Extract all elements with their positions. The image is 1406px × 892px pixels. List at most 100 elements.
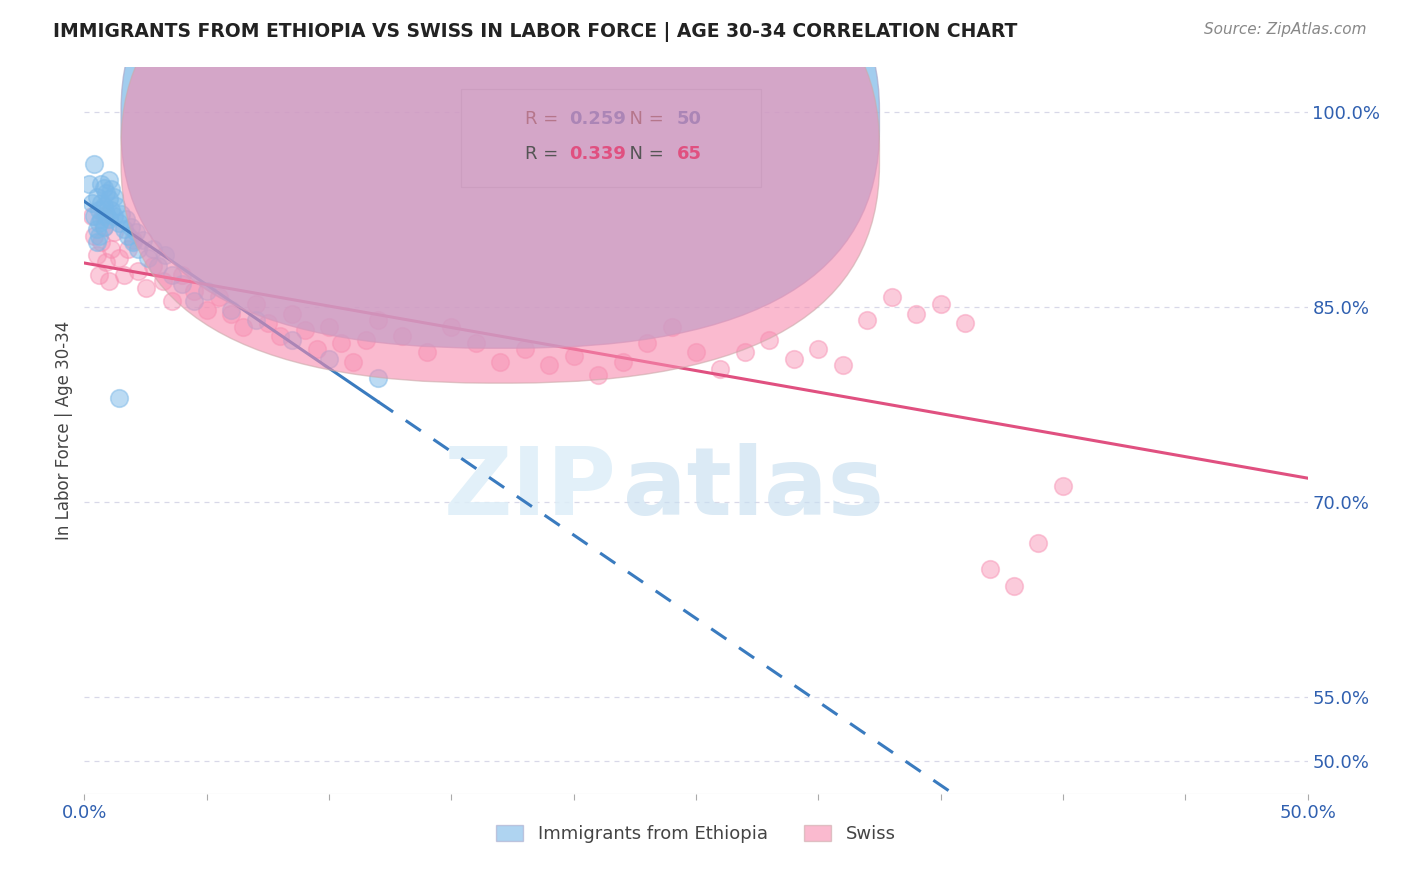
Point (107, 251, 129, 265)
Point (86, 248, 108, 262)
Point (1052, 479, 1074, 493)
Point (77, 177, 100, 191)
Point (87, 228, 110, 243)
Point (257, 316, 280, 330)
Point (831, 359, 853, 373)
Point (83, 157, 105, 171)
Point (562, 350, 585, 364)
Point (305, 342, 328, 356)
Point (86, 190, 108, 204)
Point (172, 268, 194, 282)
Point (103, 209, 125, 223)
Point (162, 293, 184, 308)
Point (100, 242, 122, 256)
Point (100, 202, 122, 217)
Point (685, 345, 707, 359)
Point (489, 354, 512, 368)
Point (112, 222, 135, 236)
Point (152, 274, 174, 288)
Point (195, 302, 218, 317)
FancyBboxPatch shape (121, 0, 880, 384)
Point (90, 211, 112, 226)
Point (90, 235, 112, 249)
Point (127, 242, 149, 256)
Text: 65: 65 (676, 145, 702, 163)
Point (117, 242, 139, 256)
Point (330, 336, 353, 351)
Point (245, 297, 267, 311)
Point (281, 333, 304, 347)
Point (122, 235, 145, 249)
Text: 50: 50 (676, 111, 702, 128)
Text: N =: N = (617, 145, 669, 163)
Point (87, 216, 110, 230)
Point (90, 177, 112, 191)
Point (612, 354, 634, 368)
Point (1028, 536, 1050, 550)
Point (142, 242, 165, 256)
Point (318, 351, 340, 366)
Point (391, 328, 413, 343)
Point (513, 342, 536, 356)
Point (142, 259, 165, 273)
Point (153, 248, 176, 262)
Point (146, 259, 169, 273)
Point (929, 297, 952, 311)
Point (87, 268, 110, 282)
Point (807, 342, 830, 356)
Legend: Immigrants from Ethiopia, Swiss: Immigrants from Ethiopia, Swiss (489, 818, 903, 850)
Point (120, 219, 142, 234)
Point (122, 233, 145, 247)
Point (97, 211, 120, 226)
Text: N =: N = (617, 111, 669, 128)
Point (354, 333, 377, 347)
Text: R =: R = (524, 111, 564, 128)
Point (880, 290, 903, 304)
Point (103, 190, 125, 204)
Point (83, 228, 105, 243)
Point (117, 228, 139, 243)
FancyBboxPatch shape (121, 0, 880, 348)
Point (709, 362, 731, 376)
Point (80, 209, 103, 223)
Point (93, 219, 115, 234)
Point (107, 391, 129, 405)
Point (162, 268, 184, 282)
Point (107, 216, 129, 230)
Point (80, 196, 103, 211)
Point (734, 345, 756, 359)
Text: R =: R = (524, 145, 564, 163)
FancyBboxPatch shape (461, 88, 761, 186)
Point (953, 316, 976, 330)
Point (342, 354, 364, 368)
Text: ZIP: ZIP (443, 442, 616, 534)
Point (367, 313, 389, 327)
Point (93, 199, 115, 213)
Text: atlas: atlas (623, 442, 883, 534)
Point (112, 268, 135, 282)
Point (367, 371, 389, 385)
Point (97, 274, 120, 288)
Point (93, 180, 115, 194)
Point (110, 206, 132, 220)
Point (979, 562, 1001, 576)
Point (440, 319, 463, 334)
Point (115, 211, 138, 226)
Point (132, 233, 155, 247)
Point (219, 307, 242, 321)
Point (87, 202, 110, 217)
Point (97, 192, 120, 206)
Point (783, 351, 806, 366)
Point (86, 222, 108, 236)
Point (195, 285, 218, 299)
Point (183, 293, 205, 308)
Text: 0.339: 0.339 (569, 145, 626, 163)
Point (135, 280, 157, 294)
Point (93, 219, 115, 234)
Point (127, 263, 149, 277)
Point (208, 290, 231, 304)
Point (661, 319, 683, 334)
Point (586, 368, 609, 382)
Point (905, 307, 928, 321)
Point (96, 206, 118, 220)
